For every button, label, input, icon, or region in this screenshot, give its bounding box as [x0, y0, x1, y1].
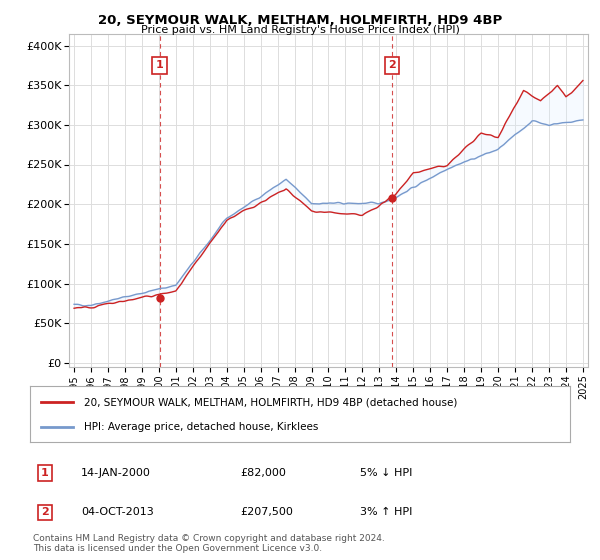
Text: 3% ↑ HPI: 3% ↑ HPI — [360, 507, 412, 517]
Text: 5% ↓ HPI: 5% ↓ HPI — [360, 468, 412, 478]
Text: 20, SEYMOUR WALK, MELTHAM, HOLMFIRTH, HD9 4BP (detached house): 20, SEYMOUR WALK, MELTHAM, HOLMFIRTH, HD… — [84, 397, 457, 407]
Text: 20, SEYMOUR WALK, MELTHAM, HOLMFIRTH, HD9 4BP: 20, SEYMOUR WALK, MELTHAM, HOLMFIRTH, HD… — [98, 14, 502, 27]
Text: HPI: Average price, detached house, Kirklees: HPI: Average price, detached house, Kirk… — [84, 422, 319, 432]
Text: Price paid vs. HM Land Registry's House Price Index (HPI): Price paid vs. HM Land Registry's House … — [140, 25, 460, 35]
Text: Contains HM Land Registry data © Crown copyright and database right 2024.
This d: Contains HM Land Registry data © Crown c… — [33, 534, 385, 553]
Text: £207,500: £207,500 — [240, 507, 293, 517]
Text: 2: 2 — [388, 60, 396, 71]
Text: £82,000: £82,000 — [240, 468, 286, 478]
Text: 04-OCT-2013: 04-OCT-2013 — [81, 507, 154, 517]
Text: 2: 2 — [41, 507, 49, 517]
Text: 1: 1 — [155, 60, 163, 71]
Text: 14-JAN-2000: 14-JAN-2000 — [81, 468, 151, 478]
Text: 1: 1 — [41, 468, 49, 478]
